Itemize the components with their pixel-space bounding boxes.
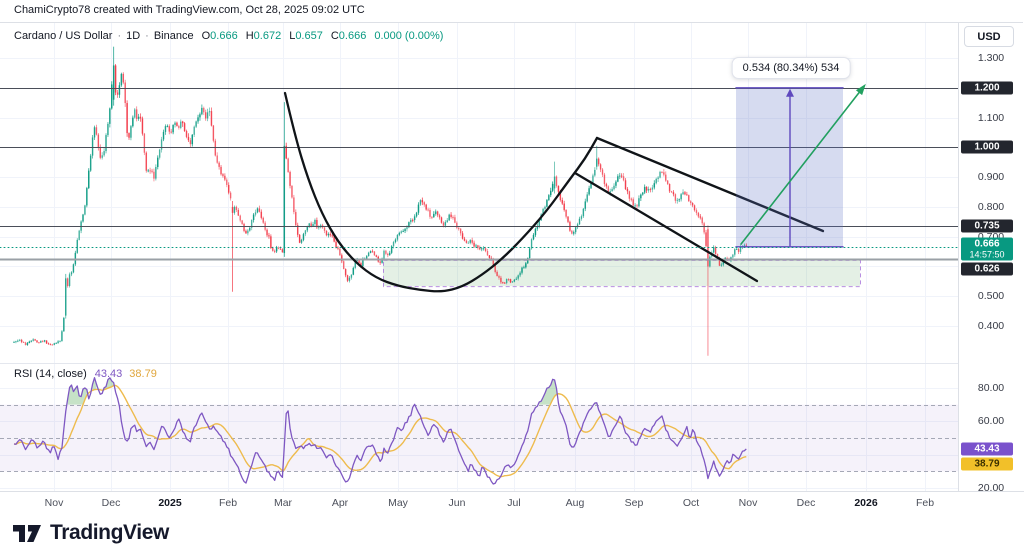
tradingview-logo-text[interactable]: TradingView <box>50 521 169 544</box>
time-axis-label: Nov <box>44 496 64 509</box>
time-axis-label: 2025 <box>158 496 182 509</box>
time-axis-label: Jul <box>507 496 521 509</box>
time-axis-label: 2026 <box>854 496 878 509</box>
currency-unit-button[interactable]: USD <box>964 26 1014 47</box>
pane-separator[interactable] <box>0 363 1024 364</box>
time-axis-label: Apr <box>331 496 349 509</box>
time-axis-label: Mar <box>273 496 293 509</box>
rsi-value-badge: 38.79 <box>961 457 1013 471</box>
credit-line: ChamiCrypto78 created with TradingView.c… <box>14 4 365 16</box>
symbol-title[interactable]: Cardano / US Dollar <box>14 30 113 42</box>
close-label: C <box>330 30 339 42</box>
high-value: 0.672 <box>253 30 282 42</box>
rsi-scale-label: 20.00 <box>977 482 1005 494</box>
low-label: L <box>289 30 296 42</box>
time-axis-label: Jun <box>448 496 466 509</box>
rsi-legend[interactable]: RSI (14, close) 43.43 38.79 <box>14 368 157 380</box>
time-axis-label: Aug <box>565 496 585 509</box>
time-axis-label: Dec <box>796 496 816 509</box>
rsi-scale-label: 60.00 <box>977 415 1005 428</box>
time-axis-label: Feb <box>915 496 935 509</box>
price-scale-label: 0.800 <box>977 200 1005 213</box>
footer: TradingView <box>12 517 169 549</box>
open-value: 0.666 <box>210 30 238 42</box>
price-scale-label: 1.300 <box>977 52 1005 64</box>
projection-range-label[interactable]: 0.534 (80.34%) 534 <box>731 57 851 79</box>
price-scale-label: 0.900 <box>977 171 1005 184</box>
legend-separator: · <box>117 30 122 42</box>
price-scale-label: 0.500 <box>977 290 1005 303</box>
price-level-badge: 0.735 <box>961 219 1013 233</box>
time-axis-label: Nov <box>738 496 758 509</box>
legend-separator: · <box>145 30 149 42</box>
price-scale-label: 0.400 <box>977 320 1005 333</box>
rsi-value: 43.43 <box>94 368 123 380</box>
price-level-badge: 0.626 <box>961 262 1013 276</box>
chart-frame: USD Cardano / US Dollar · 1D · Binance O… <box>0 22 1024 514</box>
time-axis-label: Sep <box>624 496 644 509</box>
price-pane-canvas[interactable] <box>0 23 958 363</box>
price-level-badge: 1.200 <box>961 81 1013 95</box>
open-label: O <box>201 30 211 42</box>
rsi-pane-canvas[interactable] <box>0 363 958 491</box>
exchange-label[interactable]: Binance <box>153 30 194 42</box>
time-axis-label: Oct <box>682 496 700 509</box>
rsi-value-badge: 43.43 <box>961 442 1013 456</box>
change-value: 0.000 (0.00%) <box>374 30 444 42</box>
price-scale-label: 1.100 <box>977 111 1005 124</box>
tradingview-logo-icon[interactable] <box>12 522 42 545</box>
rsi-ma-value: 38.79 <box>129 368 157 380</box>
interval-label[interactable]: 1D <box>126 30 141 42</box>
close-value: 0.666 <box>338 30 367 42</box>
time-axis-label: Dec <box>101 496 121 509</box>
low-value: 0.657 <box>295 30 323 42</box>
high-label: H <box>245 30 254 42</box>
rsi-title[interactable]: RSI (14, close) <box>14 368 87 380</box>
time-axis-label: Feb <box>218 496 238 509</box>
symbol-legend[interactable]: Cardano / US Dollar · 1D · Binance O 0.6… <box>14 30 443 42</box>
price-level-badge: 1.000 <box>961 140 1013 154</box>
last-price-badge: 0.666 14:57:50 <box>961 237 1013 261</box>
time-axis[interactable] <box>0 491 1024 514</box>
time-axis-label: May <box>388 496 408 509</box>
rsi-scale-label: 80.00 <box>977 381 1005 394</box>
